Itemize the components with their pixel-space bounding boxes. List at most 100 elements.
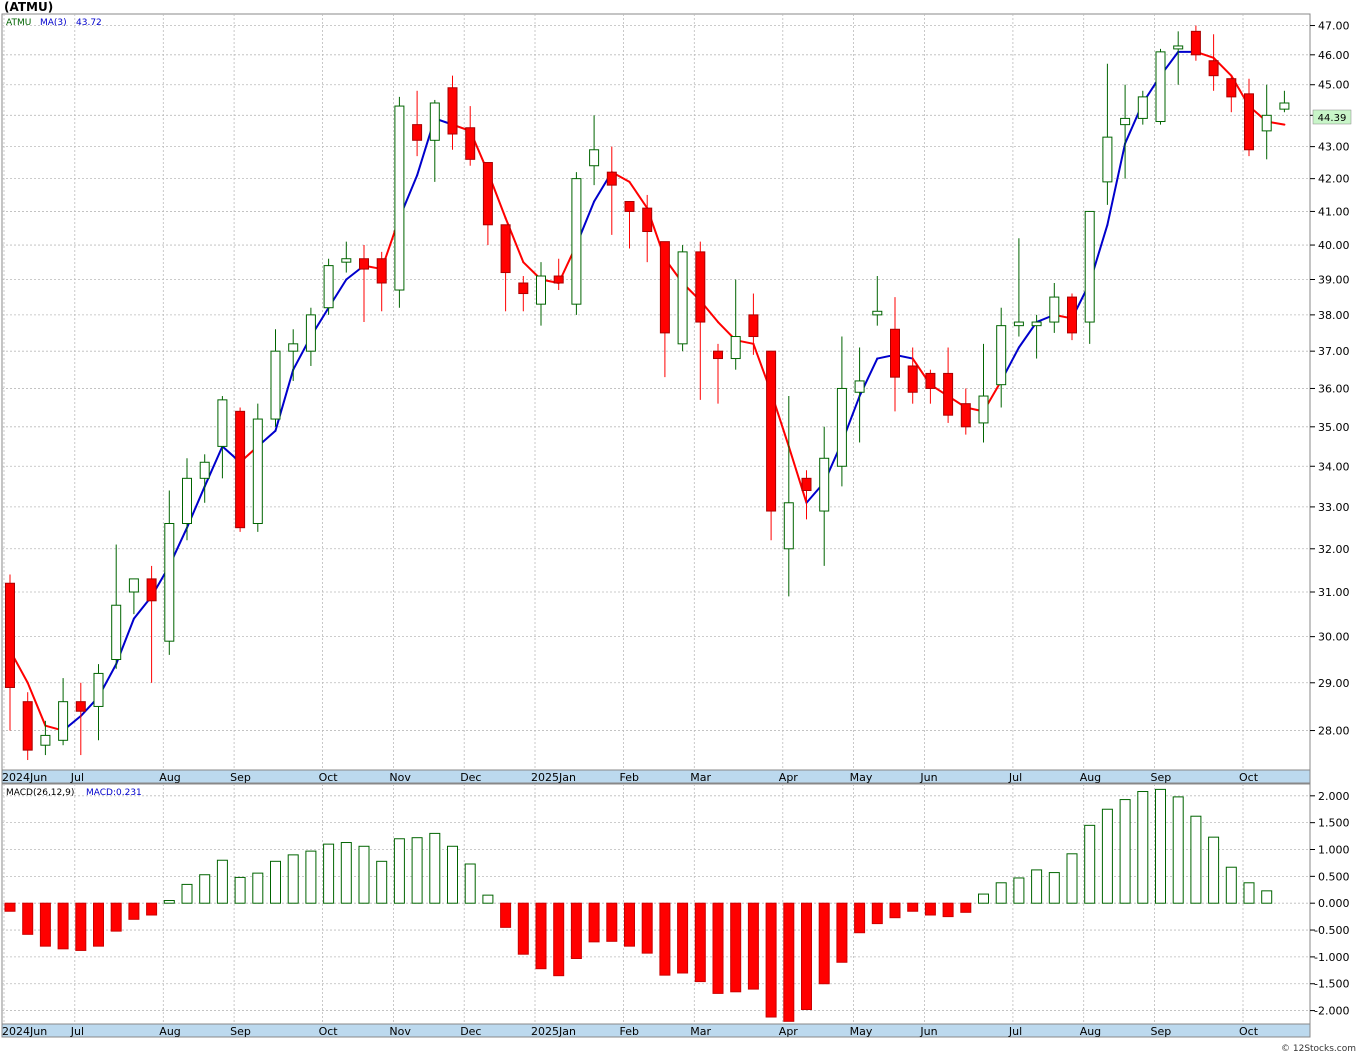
- macd-bar: [818, 902, 830, 985]
- candle: [40, 720, 51, 756]
- candle: [819, 426, 830, 566]
- macd-bar: [1101, 808, 1113, 904]
- last-price-box: [1312, 109, 1352, 125]
- price-x-label: 2024Jun: [2, 771, 47, 784]
- candle-body: [677, 251, 688, 345]
- price-y-tick-label: 29.00: [1318, 677, 1350, 690]
- candle-body: [447, 87, 458, 135]
- macd-bar: [588, 902, 600, 943]
- macd-x-label: Jun: [919, 1025, 937, 1038]
- candle-body: [305, 314, 316, 352]
- candle-body: [75, 701, 86, 712]
- candle-body: [872, 310, 883, 316]
- candle: [305, 307, 316, 366]
- candle: [518, 276, 529, 312]
- macd-bar: [323, 843, 335, 904]
- candle-body: [1190, 30, 1201, 56]
- macd-bar: [1261, 890, 1273, 904]
- candle: [960, 388, 971, 435]
- macd-bar: [606, 902, 618, 942]
- macd-x-label: Apr: [779, 1025, 799, 1038]
- macd-x-label: Sep: [1151, 1025, 1172, 1038]
- candle: [111, 544, 122, 669]
- candle: [695, 241, 706, 400]
- price-x-label: Oct: [1239, 771, 1259, 784]
- candle-body: [854, 380, 865, 393]
- candle: [1208, 34, 1219, 91]
- candle-body: [819, 457, 830, 512]
- macd-bar: [75, 902, 87, 951]
- candle: [482, 162, 493, 246]
- macd-bar: [889, 902, 901, 919]
- candle-body: [1120, 117, 1131, 126]
- price-x-label: Nov: [389, 771, 411, 784]
- candle: [1084, 210, 1095, 344]
- price-y-tick-label: 34.00: [1318, 460, 1350, 473]
- candle-body: [22, 701, 33, 751]
- candle: [1261, 84, 1272, 160]
- price-y-tick-label: 41.00: [1318, 205, 1350, 218]
- candle: [1031, 314, 1042, 359]
- candle: [783, 396, 794, 597]
- candle-body: [960, 403, 971, 428]
- candle-body: [606, 171, 617, 186]
- candle: [359, 245, 369, 323]
- candle: [500, 224, 511, 312]
- macd-x-label: Jul: [70, 1025, 84, 1038]
- macd-bar: [730, 902, 742, 993]
- candle: [713, 343, 723, 404]
- candle: [75, 682, 86, 756]
- macd-x-axis: 2024Jun Jul Aug Sep Oct Nov Dec 2025Jan Feb Mar Ap…: [2, 1025, 1259, 1038]
- candle: [624, 201, 635, 249]
- candle-body: [1261, 114, 1272, 132]
- candle: [854, 347, 865, 443]
- candle: [1155, 48, 1166, 125]
- macd-bar: [1013, 877, 1025, 904]
- candle: [199, 454, 210, 503]
- macd-bar: [641, 902, 653, 954]
- candle-body: [801, 477, 812, 491]
- chart-title: (ATMU): [4, 0, 53, 14]
- ma-segment: [787, 445, 808, 504]
- candle-body: [164, 522, 175, 642]
- macd-bar: [358, 845, 370, 904]
- macd-bar: [216, 859, 228, 904]
- macd-bar: [871, 902, 883, 925]
- candle: [801, 470, 812, 520]
- macd-bar: [1243, 882, 1255, 904]
- macd-bar: [482, 894, 494, 904]
- price-y-tick-label: 46.00: [1318, 49, 1350, 62]
- candle: [1226, 75, 1237, 113]
- candle-body: [270, 350, 281, 420]
- macd-bar: [57, 902, 69, 950]
- ma-segment: [628, 180, 649, 210]
- candle: [1279, 90, 1290, 113]
- candle: [394, 96, 405, 308]
- macd-bar: [146, 902, 158, 916]
- macd-bar: [393, 838, 405, 904]
- candle: [836, 336, 847, 487]
- price-x-label: Aug: [159, 771, 180, 784]
- candle: [589, 115, 600, 186]
- macd-bar: [1155, 788, 1166, 904]
- candle: [5, 574, 15, 731]
- candle-body: [252, 418, 263, 524]
- macd-bar: [447, 845, 458, 904]
- macd-bar: [765, 902, 777, 1018]
- macd-bar: [712, 902, 724, 994]
- candle: [270, 329, 281, 427]
- candle-body: [5, 582, 15, 688]
- macd-bar: [624, 902, 635, 947]
- candle: [748, 293, 759, 355]
- candle: [1067, 293, 1077, 341]
- candle: [323, 258, 334, 315]
- candle-body: [1067, 296, 1077, 334]
- candle-body: [429, 102, 440, 141]
- macd-x-label: Aug: [1080, 1025, 1101, 1038]
- macd-bar: [836, 902, 848, 963]
- price-y-tick-label: 30.00: [1318, 631, 1350, 644]
- candle-body: [58, 701, 69, 741]
- candle: [1102, 63, 1113, 205]
- macd-bar: [1084, 824, 1096, 904]
